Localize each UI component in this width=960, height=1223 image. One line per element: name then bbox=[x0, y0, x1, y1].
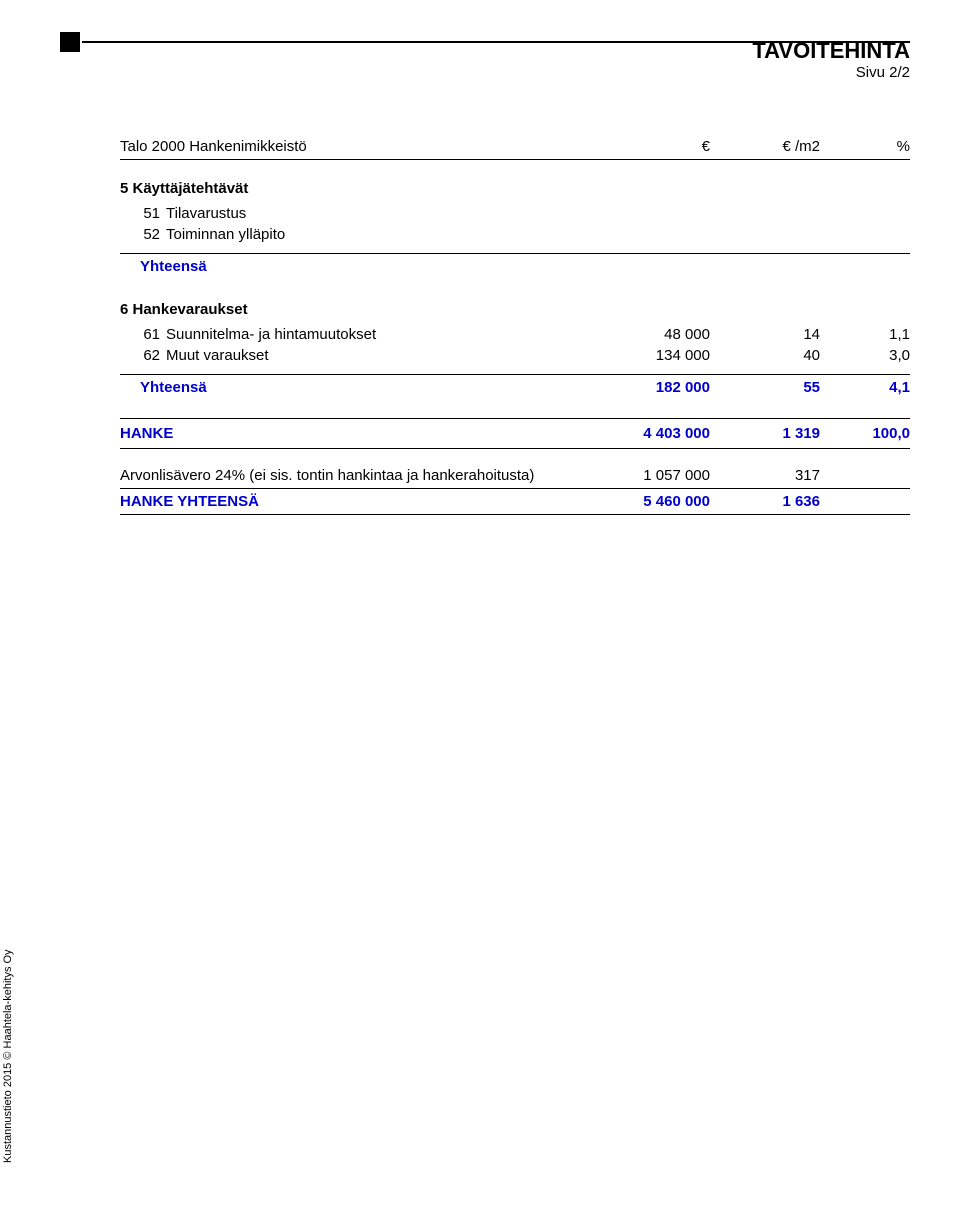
grand-total-row: HANKE YHTEENSÄ 5 460 000 1 636 bbox=[120, 489, 910, 515]
row-eur: 134 000 bbox=[570, 347, 710, 364]
section-6-total-label: Yhteensä bbox=[120, 379, 570, 396]
row-label: Muut varaukset bbox=[166, 347, 570, 364]
section-6-total-eur: 182 000 bbox=[570, 379, 710, 396]
row-label: Tilavarustus bbox=[166, 205, 570, 222]
table-row: 61 Suunnitelma- ja hintamuutokset 48 000… bbox=[120, 324, 910, 345]
row-eur: 48 000 bbox=[570, 326, 710, 343]
row-m2: 14 bbox=[710, 326, 820, 343]
vat-label: Arvonlisävero 24% (ei sis. tontin hankin… bbox=[120, 467, 570, 484]
page: TAVOITEHINTA Sivu 2/2 Talo 2000 Hankenim… bbox=[0, 0, 960, 1223]
content: Talo 2000 Hankenimikkeistö € € /m2 % 5 K… bbox=[120, 138, 910, 515]
page-header: TAVOITEHINTA Sivu 2/2 bbox=[50, 30, 910, 78]
vat-m2: 317 bbox=[710, 467, 820, 484]
row-pct: 3,0 bbox=[820, 347, 910, 364]
hanke-m2: 1 319 bbox=[710, 425, 820, 442]
column-header-row: Talo 2000 Hankenimikkeistö € € /m2 % bbox=[120, 138, 910, 160]
row-label: Suunnitelma- ja hintamuutokset bbox=[166, 326, 570, 343]
col-header-pct: % bbox=[820, 138, 910, 155]
section-6-total-pct: 4,1 bbox=[820, 379, 910, 396]
col-header-main: Talo 2000 Hankenimikkeistö bbox=[120, 138, 570, 155]
hanke-eur: 4 403 000 bbox=[570, 425, 710, 442]
section-6-title: 6 Hankevaraukset bbox=[120, 301, 910, 318]
hanke-row: HANKE 4 403 000 1 319 100,0 bbox=[120, 418, 910, 449]
row-code: 51 bbox=[140, 205, 166, 222]
table-row: 62 Muut varaukset 134 000 40 3,0 bbox=[120, 345, 910, 366]
section-5-title: 5 Käyttäjätehtävät bbox=[120, 180, 910, 197]
footer-copyright: Kustannustieto 2015 © Haahtela-kehitys O… bbox=[2, 949, 14, 1163]
header-subtitle: Sivu 2/2 bbox=[856, 64, 910, 81]
row-pct: 1,1 bbox=[820, 326, 910, 343]
section-6-total-row: Yhteensä 182 000 55 4,1 bbox=[120, 374, 910, 400]
grand-label: HANKE YHTEENSÄ bbox=[120, 493, 570, 510]
header-title: TAVOITEHINTA bbox=[752, 38, 910, 64]
row-code: 62 bbox=[140, 347, 166, 364]
row-code: 52 bbox=[140, 226, 166, 243]
row-m2: 40 bbox=[710, 347, 820, 364]
vat-eur: 1 057 000 bbox=[570, 467, 710, 484]
grand-m2: 1 636 bbox=[710, 493, 820, 510]
hanke-label: HANKE bbox=[120, 425, 570, 442]
col-header-m2: € /m2 bbox=[710, 138, 820, 155]
section-5-total-row: Yhteensä bbox=[120, 253, 910, 279]
table-row: 51 Tilavarustus bbox=[120, 203, 910, 224]
vat-row: Arvonlisävero 24% (ei sis. tontin hankin… bbox=[120, 463, 910, 489]
hanke-pct: 100,0 bbox=[820, 425, 910, 442]
header-square-icon bbox=[60, 32, 80, 52]
col-header-eur: € bbox=[570, 138, 710, 155]
grand-eur: 5 460 000 bbox=[570, 493, 710, 510]
row-label: Toiminnan ylläpito bbox=[166, 226, 570, 243]
section-6-total-m2: 55 bbox=[710, 379, 820, 396]
table-row: 52 Toiminnan ylläpito bbox=[120, 224, 910, 245]
row-code: 61 bbox=[140, 326, 166, 343]
section-5-total-label: Yhteensä bbox=[120, 258, 570, 275]
